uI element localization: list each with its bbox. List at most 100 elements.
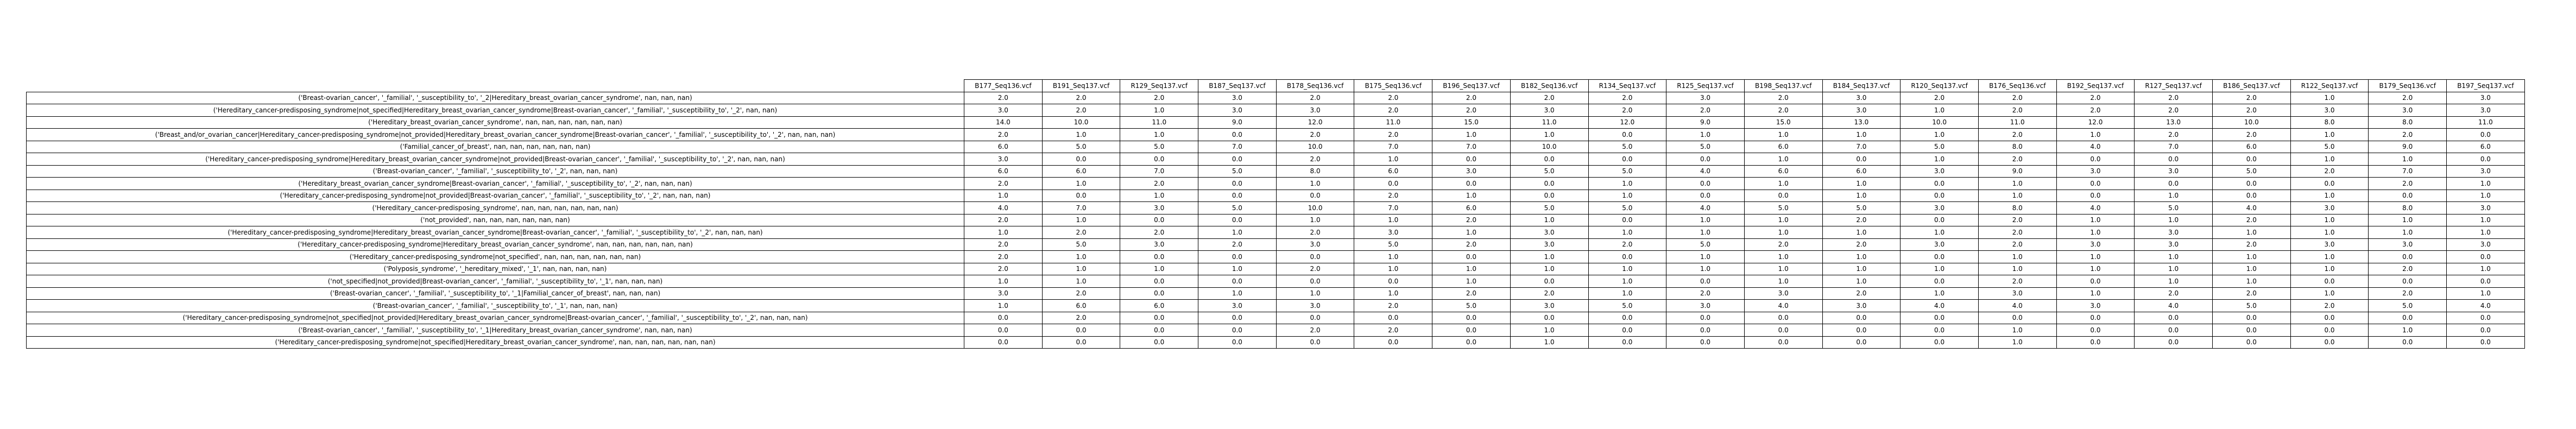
table-cell: 2.0: [1744, 91, 1823, 104]
table-cell: 0.0: [1198, 189, 1277, 202]
table-cell: 8.0: [1276, 165, 1355, 178]
table-cell: 1.0: [1354, 287, 1433, 300]
table-cell: 2.0: [1354, 299, 1433, 312]
column-header: B182_Seq136.vcf: [1510, 79, 1589, 92]
table-cell: 1.0: [2290, 91, 2369, 104]
table-cell: 4.0: [1744, 299, 1823, 312]
table-cell: 3.0: [1276, 238, 1355, 251]
table-cell: 0.0: [1588, 311, 1667, 324]
table-cell: 0.0: [2290, 336, 2369, 349]
table-cell: 1.0: [2290, 287, 2369, 300]
table-cell: 0.0: [1510, 177, 1589, 190]
table-cell: 1.0: [1900, 226, 1979, 239]
table-cell: 0.0: [2368, 250, 2447, 263]
column-header: R120_Seq137.vcf: [1900, 79, 1979, 92]
row-label: ('Hereditary_breast_ovarian_cancer_syndr…: [26, 116, 964, 129]
table-cell: 9.0: [2368, 140, 2447, 153]
table-cell: 5.0: [1198, 165, 1277, 178]
table-cell: 6.0: [1822, 165, 1901, 178]
table-cell: 1.0: [1822, 262, 1901, 275]
table-cell: 12.0: [2056, 116, 2135, 129]
table-cell: 0.0: [1276, 336, 1355, 349]
table-cell: 1.0: [2212, 226, 2291, 239]
table-cell: 0.0: [1198, 250, 1277, 263]
table-cell: 0.0: [1666, 189, 1745, 202]
table-cell: 1.0: [1666, 250, 1745, 263]
table-cell: 2.0: [1588, 104, 1667, 117]
table-cell: 1.0: [2368, 226, 2447, 239]
column-header: B176_Seq136.vcf: [1978, 79, 2057, 92]
table-cell: 2.0: [1276, 128, 1355, 141]
table-cell: 0.0: [1120, 311, 1199, 324]
table-cell: 2.0: [1432, 238, 1511, 251]
table-cell: 3.0: [2056, 165, 2135, 178]
table-cell: 0.0: [1510, 189, 1589, 202]
table-cell: 2.0: [2290, 299, 2369, 312]
column-header: R134_Seq137.vcf: [1588, 79, 1667, 92]
table-cell: 1.0: [1041, 177, 1121, 190]
table-cell: 10.0: [2212, 116, 2291, 129]
table-cell: 0.0: [1041, 336, 1121, 349]
table-cell: 5.0: [2134, 201, 2213, 214]
table-cell: 1.0: [2056, 287, 2135, 300]
table-cell: 0.0: [1198, 153, 1277, 166]
table-cell: 2.0: [1354, 189, 1433, 202]
row-label: ('Hereditary_cancer-predisposing_syndrom…: [26, 104, 964, 117]
table-cell: 3.0: [2368, 238, 2447, 251]
table-cell: 13.0: [2134, 116, 2213, 129]
table-cell: 0.0: [1120, 250, 1199, 263]
table-cell: 0.0: [2056, 336, 2135, 349]
table-cell: 0.0: [2290, 324, 2369, 337]
table-cell: 2.0: [1354, 104, 1433, 117]
data-table-container: B177_Seq136.vcf B191_Seq137.vcf R129_Seq13…: [26, 79, 2525, 349]
table-cell: 3.0: [1276, 104, 1355, 117]
table-cell: 3.0: [1354, 226, 1433, 239]
table-cell: 0.0: [1041, 189, 1121, 202]
column-header: B198_Seq137.vcf: [1744, 79, 1823, 92]
table-cell: 0.0: [1354, 275, 1433, 288]
table-cell: 2.0: [1432, 213, 1511, 226]
table-cell: 0.0: [964, 311, 1043, 324]
table-cell: 0.0: [1120, 324, 1199, 337]
table-cell: 7.0: [1432, 140, 1511, 153]
column-header: B177_Seq136.vcf: [964, 79, 1043, 92]
table-cell: 2.0: [964, 177, 1043, 190]
table-cell: 1.0: [1120, 262, 1199, 275]
table-cell: 5.0: [1744, 201, 1823, 214]
table-cell: 3.0: [1198, 91, 1277, 104]
table-cell: 4.0: [1666, 201, 1745, 214]
table-cell: 0.0: [1432, 336, 1511, 349]
table-cell: 6.0: [1041, 165, 1121, 178]
table-cell: 1.0: [1822, 177, 1901, 190]
table-cell: 2.0: [964, 238, 1043, 251]
table-cell: 1.0: [1354, 262, 1433, 275]
table-cell: 2.0: [2134, 91, 2213, 104]
table-cell: 4.0: [2446, 299, 2525, 312]
table-cell: 7.0: [1198, 140, 1277, 153]
table-cell: 2.0: [2134, 128, 2213, 141]
table-cell: 1.0: [1900, 128, 1979, 141]
table-cell: 6.0: [1744, 165, 1823, 178]
table-cell: 1.0: [1978, 177, 2057, 190]
table-cell: 1.0: [2056, 213, 2135, 226]
table-cell: 5.0: [1510, 201, 1589, 214]
table-cell: 1.0: [2446, 213, 2525, 226]
table-cell: 0.0: [2056, 153, 2135, 166]
table-cell: 8.0: [1978, 201, 2057, 214]
table-cell: 0.0: [1666, 275, 1745, 288]
table-cell: 0.0: [1120, 287, 1199, 300]
table-cell: 6.0: [1744, 140, 1823, 153]
table-cell: 1.0: [1588, 177, 1667, 190]
table-cell: 3.0: [1510, 104, 1589, 117]
table-cell: 1.0: [2290, 226, 2369, 239]
table-cell: 7.0: [1120, 165, 1199, 178]
table-cell: 1.0: [964, 189, 1043, 202]
table-cell: 0.0: [1432, 324, 1511, 337]
table-cell: 1.0: [1822, 128, 1901, 141]
table-cell: 3.0: [1744, 287, 1823, 300]
table-cell: 10.0: [1900, 116, 1979, 129]
column-header: B191_Seq137.vcf: [1041, 79, 1121, 92]
table-cell: 1.0: [1276, 213, 1355, 226]
row-label: ('Hereditary_cancer-predisposing_syndrom…: [26, 311, 964, 324]
column-header: R129_Seq137.vcf: [1120, 79, 1199, 92]
